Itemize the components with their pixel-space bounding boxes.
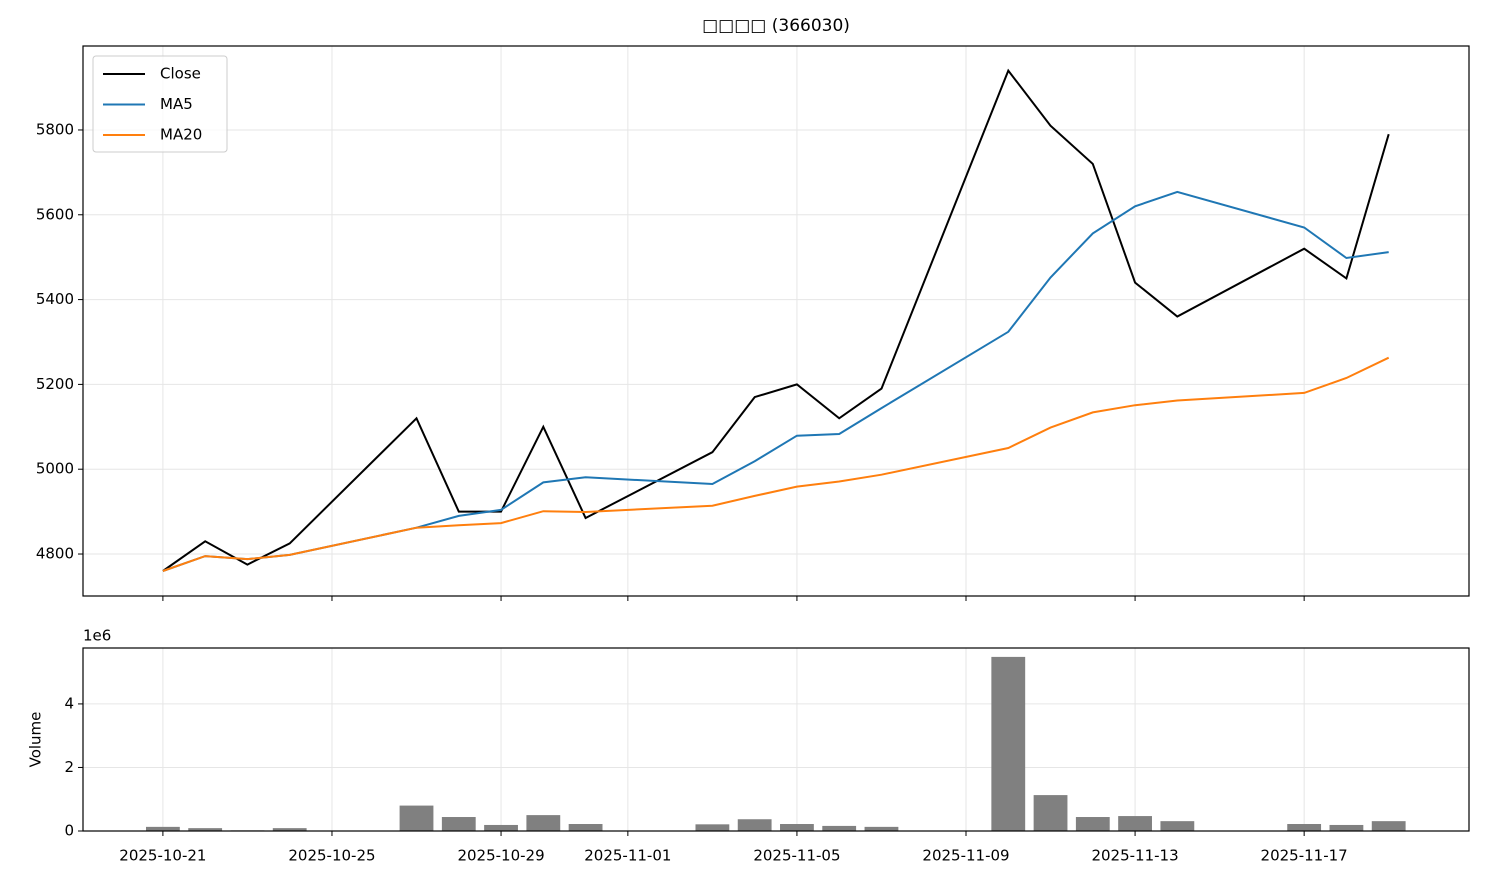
- bar: [568, 824, 603, 831]
- y-tick-label: 4800: [36, 545, 74, 563]
- legend-label: MA5: [160, 95, 193, 113]
- bar: [864, 826, 899, 831]
- x-tick-label: 2025-11-09: [922, 847, 1009, 865]
- plot-frame: [82, 647, 1470, 832]
- bar: [991, 656, 1026, 831]
- line-series: [162, 356, 1390, 572]
- bar: [1329, 824, 1364, 831]
- x-tick-label: 2025-11-01: [584, 847, 671, 865]
- chart-title: □□□□ (366030): [702, 16, 850, 36]
- y-tick-label: 5400: [36, 290, 74, 308]
- bar: [399, 805, 434, 831]
- legend-box: [92, 55, 228, 153]
- y-tick-label: 2: [64, 758, 74, 776]
- bar: [695, 824, 730, 831]
- bar: [272, 828, 307, 831]
- y-tick-label: 0: [64, 822, 74, 840]
- bar: [526, 815, 561, 831]
- bar: [1371, 821, 1406, 831]
- bar: [1075, 817, 1110, 831]
- bar: [822, 825, 857, 831]
- x-tick-label: 2025-11-17: [1261, 847, 1348, 865]
- bar: [1118, 816, 1152, 831]
- bar: [1287, 824, 1322, 831]
- y-axis-label: Volume: [27, 712, 45, 768]
- legend-label: MA20: [160, 126, 202, 144]
- bar: [484, 824, 518, 831]
- bar: [188, 828, 223, 831]
- plot-frame: [82, 45, 1470, 597]
- y-tick-label: 5200: [36, 375, 74, 393]
- line-series: [162, 190, 1389, 572]
- x-tick-label: 2025-10-21: [119, 847, 206, 865]
- line-series: [162, 68, 1390, 572]
- y-tick-label: 4: [64, 694, 74, 712]
- y-tick-label: 5800: [36, 120, 74, 138]
- x-tick-label: 2025-10-25: [288, 847, 375, 865]
- bar: [145, 826, 180, 831]
- y-tick-label: 5000: [36, 460, 74, 478]
- x-tick-label: 2025-10-29: [457, 847, 544, 865]
- bar: [441, 817, 476, 831]
- bar: [1033, 795, 1068, 831]
- bar: [780, 824, 814, 831]
- legend-label: Close: [160, 65, 201, 83]
- bar: [737, 819, 772, 831]
- y-tick-label: 5600: [36, 205, 74, 223]
- x-tick-label: 2025-11-05: [753, 847, 840, 865]
- x-tick-label: 2025-11-13: [1091, 847, 1178, 865]
- axis-offset-label: 1e6: [83, 627, 111, 645]
- bar: [1160, 821, 1195, 831]
